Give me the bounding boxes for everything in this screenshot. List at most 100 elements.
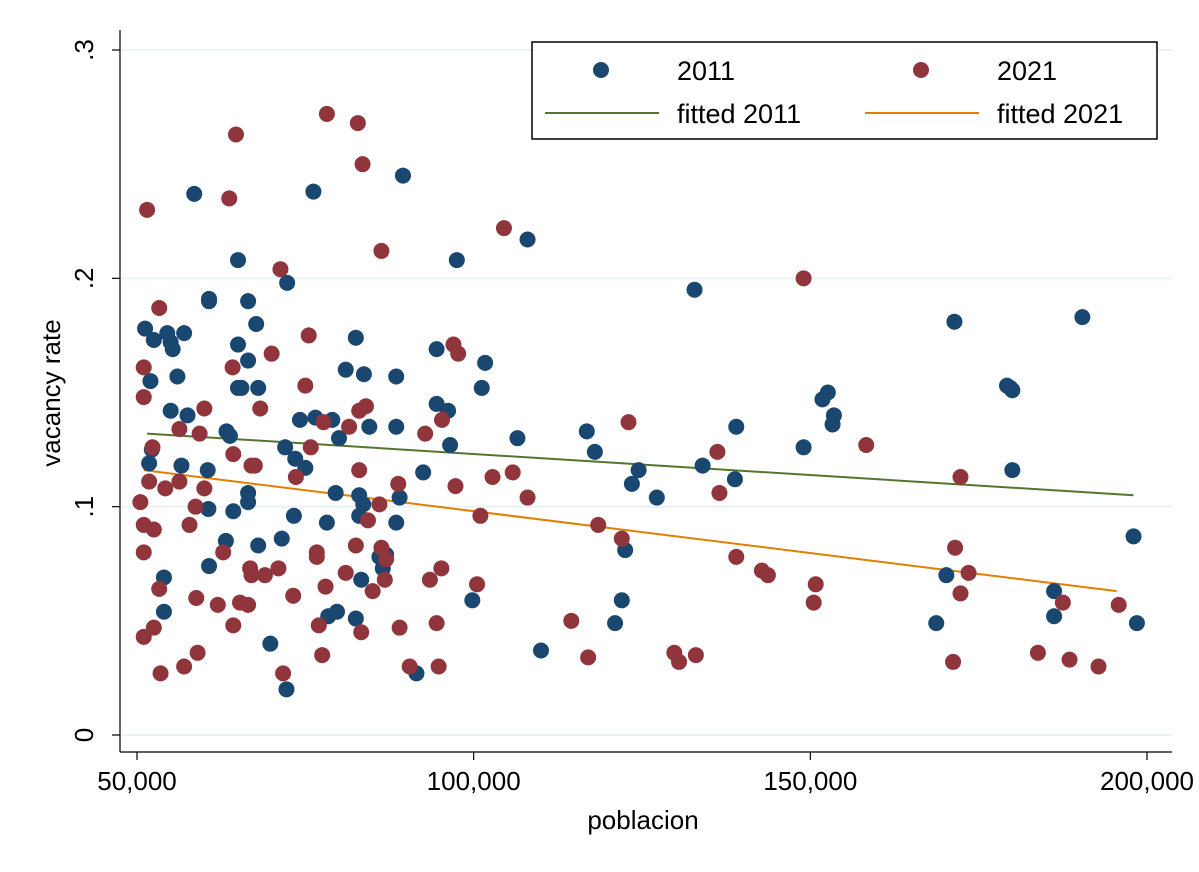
- legend-label-fitted-2021: fitted 2021: [997, 99, 1123, 129]
- point-2021: [227, 126, 244, 143]
- point-2011: [248, 316, 265, 332]
- point-2011: [428, 341, 445, 358]
- point-2021: [215, 544, 232, 561]
- legend-marker-2021: [913, 62, 929, 78]
- point-2011: [162, 402, 179, 419]
- point-2011: [519, 231, 536, 248]
- point-2021: [433, 560, 450, 577]
- point-2021: [188, 590, 205, 606]
- point-2011: [686, 281, 703, 298]
- point-2021: [795, 270, 812, 287]
- point-2021: [151, 300, 168, 317]
- point-2021: [302, 439, 319, 456]
- point-2021: [225, 617, 242, 634]
- x-tick-label: 200,000: [1100, 766, 1194, 796]
- point-2011: [169, 368, 186, 385]
- point-2011: [946, 313, 963, 330]
- point-2011: [394, 167, 411, 184]
- point-2011: [448, 252, 465, 269]
- point-2011: [578, 423, 595, 440]
- point-2011: [819, 384, 836, 401]
- point-2021: [287, 468, 304, 485]
- point-2011: [509, 430, 526, 447]
- point-2021: [1054, 594, 1071, 611]
- point-2011: [240, 352, 257, 369]
- point-2011: [240, 494, 257, 511]
- point-2021: [181, 516, 198, 533]
- point-2011: [694, 457, 711, 474]
- point-2011: [928, 615, 945, 632]
- point-2021: [176, 658, 193, 675]
- point-2011: [225, 503, 242, 520]
- legend-label-2021: 2021: [997, 56, 1057, 86]
- point-2021: [590, 516, 607, 533]
- point-2011: [355, 496, 372, 513]
- point-2011: [388, 368, 405, 385]
- point-2021: [469, 576, 486, 593]
- point-2021: [187, 498, 204, 515]
- point-2021: [364, 583, 381, 600]
- x-axis-title: poblacion: [587, 805, 698, 835]
- point-2011: [328, 603, 345, 620]
- point-2021: [945, 653, 962, 670]
- point-2011: [230, 336, 246, 353]
- point-2011: [353, 571, 370, 588]
- point-2021: [376, 571, 393, 588]
- point-2021: [171, 421, 188, 438]
- point-2021: [135, 544, 152, 561]
- point-2021: [357, 398, 374, 415]
- point-2021: [417, 425, 434, 442]
- point-2011: [186, 185, 203, 202]
- point-2021: [285, 587, 302, 604]
- point-2011: [199, 462, 216, 479]
- point-2021: [310, 617, 327, 634]
- legend-label-2011: 2011: [677, 56, 735, 86]
- point-2021: [317, 578, 334, 595]
- point-2021: [504, 464, 521, 481]
- point-2021: [807, 576, 824, 593]
- point-2021: [141, 473, 158, 490]
- point-2021: [151, 580, 168, 597]
- point-2021: [225, 446, 242, 463]
- point-2011: [630, 462, 647, 479]
- point-2021: [391, 619, 408, 636]
- point-2021: [189, 644, 206, 661]
- point-2011: [391, 489, 408, 506]
- point-2021: [252, 400, 269, 417]
- point-2011: [347, 610, 364, 627]
- point-2011: [155, 603, 172, 620]
- point-2021: [563, 612, 580, 629]
- point-2011: [327, 484, 344, 501]
- point-2021: [960, 564, 977, 581]
- point-2011: [173, 457, 190, 474]
- point-2021: [347, 537, 364, 554]
- point-2011: [726, 471, 743, 488]
- x-tick-label: 100,000: [427, 766, 521, 796]
- point-2021: [428, 615, 445, 632]
- point-2021: [152, 665, 169, 682]
- point-2021: [337, 564, 354, 581]
- point-2021: [243, 567, 260, 584]
- point-2021: [318, 105, 335, 122]
- point-2011: [1046, 608, 1063, 625]
- point-2011: [415, 464, 432, 481]
- point-2011: [355, 366, 372, 383]
- point-2021: [371, 496, 388, 513]
- point-2011: [179, 407, 196, 424]
- point-2021: [270, 560, 287, 577]
- point-2011: [291, 411, 308, 428]
- point-2021: [1090, 658, 1107, 675]
- point-2021: [1029, 644, 1046, 661]
- point-2021: [858, 437, 875, 454]
- point-2021: [1061, 651, 1078, 668]
- point-2011: [278, 681, 295, 698]
- point-2011: [230, 252, 246, 269]
- point-2011: [824, 416, 841, 433]
- point-2021: [191, 425, 208, 442]
- point-2021: [472, 507, 489, 524]
- point-2021: [300, 327, 317, 344]
- point-2011: [305, 183, 322, 200]
- point-2021: [401, 658, 418, 675]
- point-2021: [373, 242, 390, 259]
- point-2021: [759, 567, 776, 584]
